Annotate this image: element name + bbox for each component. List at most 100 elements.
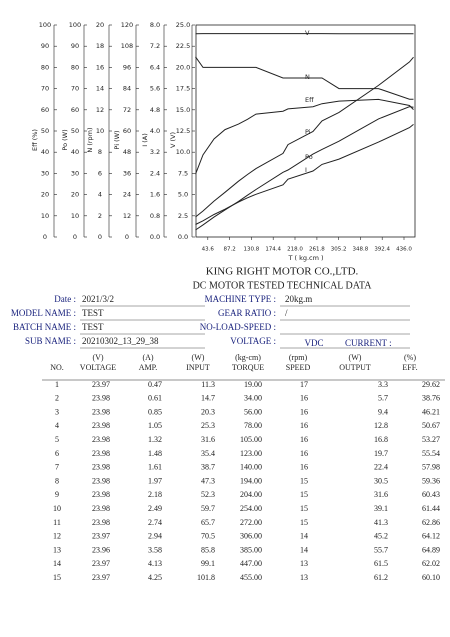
cell: 8 — [55, 476, 59, 485]
cell: 20.3 — [201, 407, 215, 416]
cell: 140.00 — [240, 463, 262, 472]
cell: 194.00 — [240, 476, 262, 485]
cell: 78.00 — [244, 421, 262, 430]
tick-label: 108 — [121, 42, 133, 50]
cell: 23.98 — [92, 435, 110, 444]
cell: 123.00 — [240, 449, 262, 458]
tick-label: 10 — [71, 212, 79, 220]
unit: (rpm) — [289, 353, 308, 362]
unit: (W) — [192, 353, 205, 362]
field-value: 20kg.m — [285, 294, 312, 304]
tick-label: 17.5 — [176, 85, 190, 93]
cell: 60.10 — [422, 573, 440, 582]
tick-label: 40 — [41, 148, 49, 156]
column-header: NO. — [50, 363, 64, 372]
cell: 105.00 — [240, 435, 262, 444]
tick-label: 0 — [125, 233, 129, 241]
x-tick-label: 218.0 — [287, 247, 303, 253]
tick-label: 80 — [41, 63, 49, 71]
tick-label: 18 — [96, 42, 104, 50]
tick-label: 90 — [41, 42, 49, 50]
cell: 19.7 — [374, 449, 388, 458]
curve — [195, 98, 414, 175]
tick-label: 60 — [41, 106, 49, 114]
cell: 34.00 — [244, 394, 262, 403]
cell: 3.3 — [378, 380, 388, 389]
tick-label: 3.2 — [150, 148, 160, 156]
cell: 41.3 — [374, 518, 388, 527]
cell: 16 — [300, 435, 308, 444]
unit: (%) — [404, 353, 416, 362]
tick-label: 0 — [73, 233, 77, 241]
cell: 306.00 — [240, 532, 262, 541]
tick-label: 100 — [69, 21, 81, 29]
cell: 23.98 — [92, 449, 110, 458]
x-tick-label: 392.4 — [374, 247, 390, 253]
cell: 61.5 — [374, 559, 388, 568]
curve-label: N — [305, 73, 310, 81]
cell: 50.67 — [422, 421, 440, 430]
tick-label: 0.0 — [150, 233, 160, 241]
curve-label: V — [305, 29, 310, 37]
tick-label: 1.6 — [150, 191, 160, 199]
tick-label: 7.2 — [150, 42, 160, 50]
curve-label: Po — [305, 153, 313, 161]
tick-label: 80 — [71, 63, 79, 71]
cell: 0.85 — [148, 407, 162, 416]
cell: 55.54 — [422, 449, 440, 458]
cell: 14 — [300, 545, 308, 554]
company: KING RIGHT MOTOR CO.,LTD. — [206, 266, 359, 278]
cell: 59.7 — [201, 504, 215, 513]
cell: 2.18 — [148, 490, 162, 499]
cell: 30.5 — [374, 476, 388, 485]
x-axis-label: T ( kg.cm ) — [287, 254, 323, 262]
cell: 38.76 — [422, 394, 440, 403]
cell: 16 — [300, 421, 308, 430]
column-header: INPUT — [186, 363, 210, 372]
cell: 60.43 — [422, 490, 440, 499]
field-label: VOLTAGE : — [230, 336, 276, 346]
unit: (W) — [349, 353, 362, 362]
tick-label: 6.4 — [150, 63, 160, 71]
cell: 12.8 — [374, 421, 388, 430]
x-tick-label: 43.6 — [202, 247, 215, 253]
cell: 45.2 — [374, 532, 388, 541]
cell: 204.00 — [240, 490, 262, 499]
cell: 14 — [53, 559, 61, 568]
cell: 0.61 — [148, 394, 162, 403]
cell: 1.97 — [148, 476, 162, 485]
tick-label: 50 — [41, 127, 49, 135]
cell: 1.48 — [148, 449, 162, 458]
cell: 31.6 — [374, 490, 388, 499]
cell: 23.98 — [92, 407, 110, 416]
tick-label: 2.5 — [178, 212, 188, 220]
cell: 23.97 — [92, 559, 110, 568]
cell: 23.98 — [92, 421, 110, 430]
tick-label: 60 — [123, 127, 131, 135]
x-tick-label: 436.0 — [396, 247, 412, 253]
tick-label: 10 — [41, 212, 49, 220]
tick-label: 0.8 — [150, 212, 160, 220]
cell: 23.97 — [92, 532, 110, 541]
field-label: SUB NAME : — [25, 336, 76, 346]
cell: 447.00 — [240, 559, 262, 568]
tick-label: 48 — [123, 148, 131, 156]
axis-label: I (A) — [141, 133, 149, 147]
tick-label: 70 — [71, 85, 79, 93]
field-label: MACHINE TYPE : — [205, 294, 276, 304]
column-header: EFF. — [402, 363, 417, 372]
tick-label: 20 — [96, 21, 104, 29]
tick-label: 50 — [71, 127, 79, 135]
cell: 57.98 — [422, 463, 440, 472]
tick-label: 25.0 — [176, 21, 190, 29]
tick-label: 20 — [71, 191, 79, 199]
field-value: 2021/3/2 — [82, 294, 114, 304]
cell: 254.00 — [240, 504, 262, 513]
cell: 38.7 — [201, 463, 215, 472]
column-header: VOLTAGE — [80, 363, 117, 372]
curve — [195, 56, 414, 218]
x-tick-label: 130.8 — [244, 247, 260, 253]
tick-label: 5.0 — [178, 191, 188, 199]
plot-frame — [195, 24, 416, 238]
cell: 16 — [300, 394, 308, 403]
